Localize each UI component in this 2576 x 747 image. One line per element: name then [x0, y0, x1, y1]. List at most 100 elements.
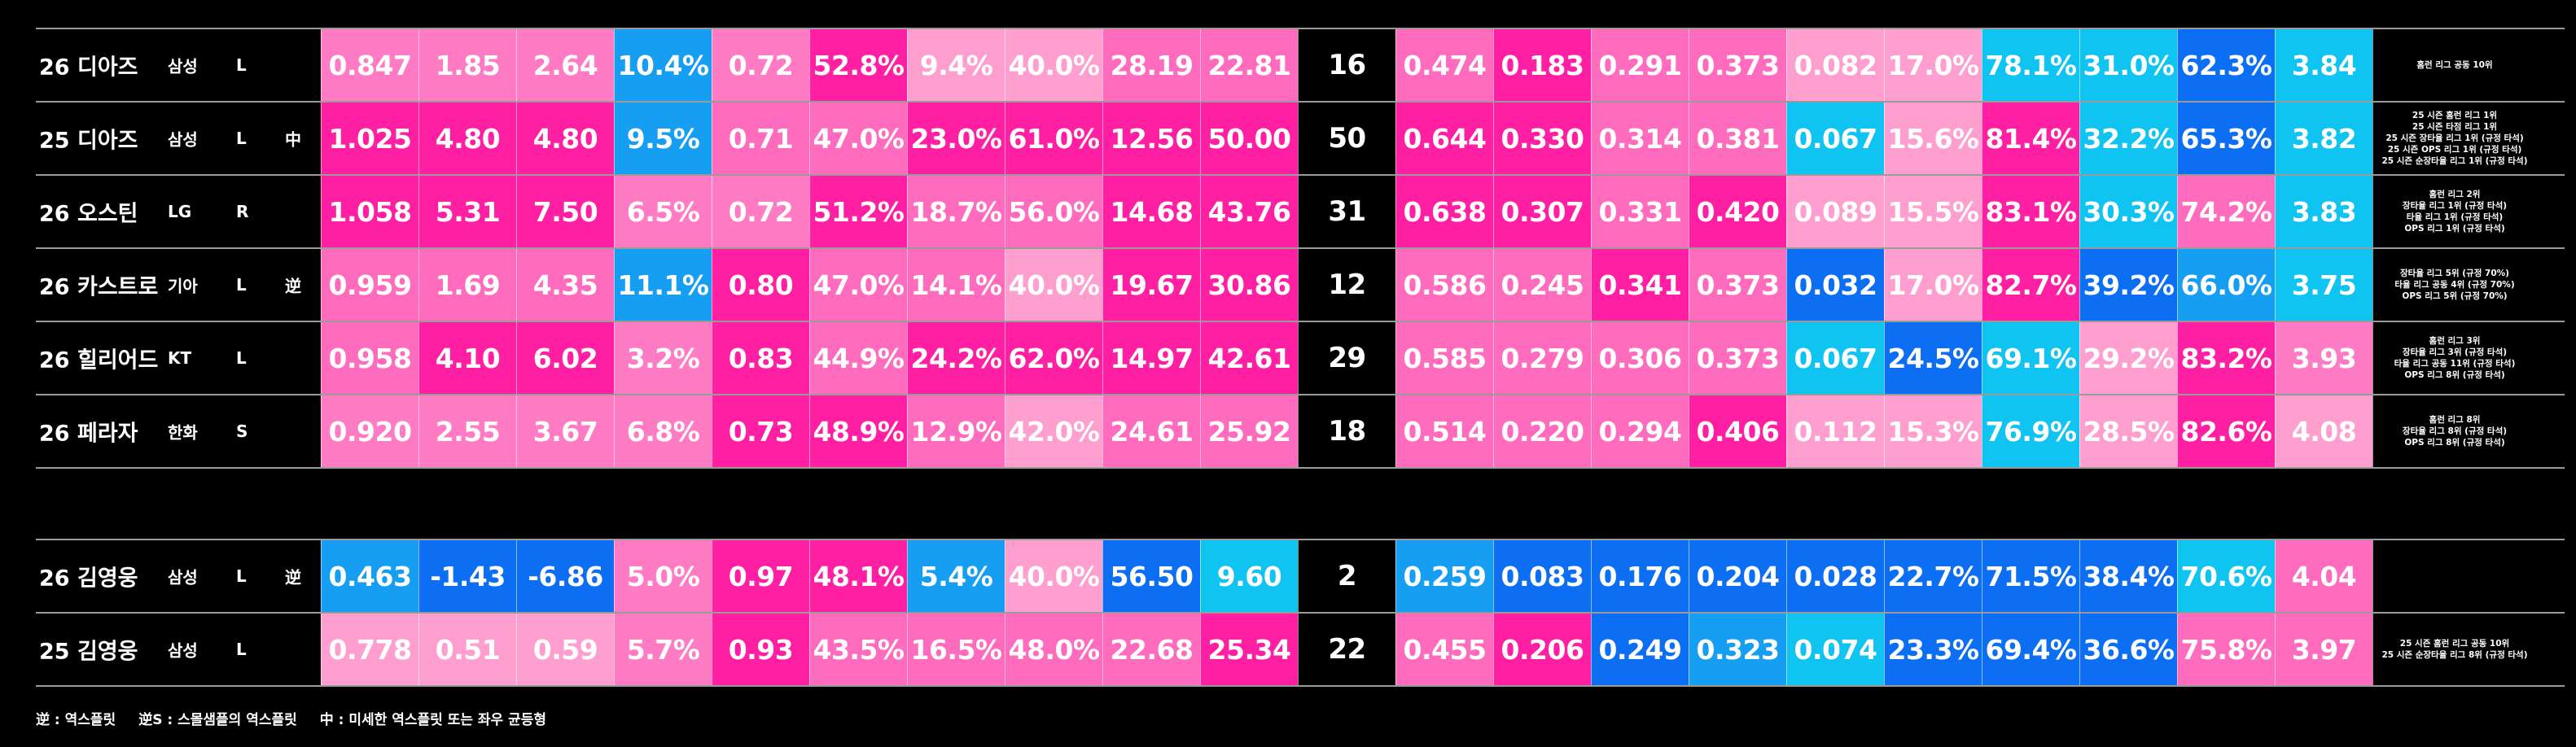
count-cell: 12 [1298, 249, 1395, 321]
team: LG [168, 202, 192, 221]
legend-item: 逆 : 역스플릿 [36, 712, 116, 728]
note-line: OPS 리그 1위 (규정 타석) [2404, 224, 2505, 234]
stat-cell: 83.1% [1982, 176, 2079, 247]
stat-cell: 0.958 [321, 322, 418, 394]
stat-cell: 9.4% [907, 29, 1005, 101]
stat-cell: 48.9% [809, 395, 907, 467]
stat-cell: 23.3% [1884, 614, 1982, 685]
stat-cell: 4.35 [516, 249, 614, 321]
stat-cell: 9.5% [614, 103, 712, 174]
split-flag: 逆 [285, 567, 301, 588]
stat-cell: 38.4% [2079, 540, 2177, 612]
stat-cell: 0.463 [321, 540, 418, 612]
count-cell: 31 [1298, 176, 1395, 247]
stat-cell: 3.67 [516, 395, 614, 467]
team: 삼성 [168, 129, 198, 150]
stat-cell: 43.5% [809, 614, 907, 685]
stat-cell: 52.8% [809, 29, 907, 101]
stat-cell: 66.0% [2177, 249, 2275, 321]
player-info: 26 페라자 한화 S [36, 395, 321, 467]
player-info: 26 오스틴 LG R [36, 176, 321, 247]
stat-cell: 10.4% [614, 29, 712, 101]
hand: L [236, 566, 247, 586]
hand: L [236, 348, 247, 368]
stat-cell: 0.847 [321, 29, 418, 101]
stat-cell: 32.2% [2079, 103, 2177, 174]
note-line: 장타율 리그 3위 (규정 타석) [2402, 347, 2508, 357]
stat-cell: 0.406 [1689, 395, 1786, 467]
stat-cell: 0.920 [321, 395, 418, 467]
stat-cell: 1.025 [321, 103, 418, 174]
stat-cell: 0.72 [712, 29, 809, 101]
stat-cell: 0.420 [1689, 176, 1786, 247]
hand: L [236, 640, 247, 659]
player-info: 26 카스트로 기아 L 逆 [36, 249, 321, 321]
note-line: 장타율 리그 8위 (규정 타석) [2402, 426, 2508, 436]
note-line: 홈런 리그 3위 [2429, 336, 2481, 346]
hand: L [236, 275, 247, 295]
note-line: 25 시즌 순장타율 리그 8위 (규정 타석) [2381, 650, 2528, 660]
stat-cell: 15.3% [1884, 395, 1982, 467]
stat-cell: 0.514 [1395, 395, 1493, 467]
note-line: OPS 리그 8위 (규정 타석) [2404, 438, 2505, 448]
stat-cell: 0.474 [1395, 29, 1493, 101]
player-name: 26 카스트로 [39, 274, 159, 300]
count-cell: 18 [1298, 395, 1395, 467]
stat-cell: 14.1% [907, 249, 1005, 321]
stat-cell: 40.0% [1005, 249, 1102, 321]
note-line: 25 시즌 순장타율 리그 1위 (규정 타석) [2381, 156, 2528, 166]
stat-cell: 56.0% [1005, 176, 1102, 247]
stat-cell: 28.5% [2079, 395, 2177, 467]
stat-cell: 47.0% [809, 249, 907, 321]
stat-cell: -6.86 [516, 540, 614, 612]
stat-cell: 0.83 [712, 322, 809, 394]
stat-cell: 1.69 [418, 249, 516, 321]
team: KT [168, 348, 192, 368]
hand: L [236, 129, 247, 148]
team: 삼성 [168, 640, 198, 661]
stat-cell: 0.249 [1591, 614, 1689, 685]
stat-cell: 74.2% [2177, 176, 2275, 247]
stat-cell: 0.032 [1786, 249, 1884, 321]
stat-cell: 4.80 [516, 103, 614, 174]
stat-cell: 14.97 [1102, 322, 1200, 394]
stat-cell: 0.381 [1689, 103, 1786, 174]
stat-cell: 3.84 [2275, 29, 2372, 101]
stat-cell: 44.9% [809, 322, 907, 394]
player-row: 26 오스틴 LG R 1.058 5.31 7.50 6.5% 0.72 51.2% 18.7%… [36, 176, 2565, 249]
stat-cell: 0.644 [1395, 103, 1493, 174]
stat-cell: 48.1% [809, 540, 907, 612]
note-line: 장타율 리그 5위 (규정 70%) [2400, 269, 2509, 278]
stat-cell: 6.5% [614, 176, 712, 247]
stat-cell: 14.68 [1102, 176, 1200, 247]
stat-cell: 0.71 [712, 103, 809, 174]
split-flag: 逆 [285, 276, 301, 296]
note-line: 홈런 리그 2위 [2429, 190, 2481, 199]
stat-cell: 29.2% [2079, 322, 2177, 394]
stat-cell: 0.331 [1591, 176, 1689, 247]
player-name: 26 김영웅 [39, 566, 138, 592]
stat-cell: 62.0% [1005, 322, 1102, 394]
notes: 25 시즌 홈런 리그 1위 25 시즌 타점 리그 1위 25 시즌 장타율 리그… [2372, 103, 2536, 174]
stat-cell: 81.4% [1982, 103, 2079, 174]
stat-cell: 0.089 [1786, 176, 1884, 247]
stat-cell: 69.1% [1982, 322, 2079, 394]
stat-cell: 82.6% [2177, 395, 2275, 467]
stat-cell: 0.373 [1689, 322, 1786, 394]
note-line: 홈런 리그 공동 10위 [2416, 60, 2493, 70]
stat-cell: 48.0% [1005, 614, 1102, 685]
stat-cell: 15.5% [1884, 176, 1982, 247]
team: 한화 [168, 422, 198, 443]
stat-cell: 40.0% [1005, 29, 1102, 101]
note-line: 장타율 리그 1위 (규정 타석) [2402, 201, 2508, 211]
stat-cell: 0.51 [418, 614, 516, 685]
stat-cell: 4.10 [418, 322, 516, 394]
stat-cell: 24.5% [1884, 322, 1982, 394]
stat-cell: 40.0% [1005, 540, 1102, 612]
stat-cell: 19.67 [1102, 249, 1200, 321]
stat-cell: 0.97 [712, 540, 809, 612]
notes: 장타율 리그 5위 (규정 70%) 타율 리그 공동 4위 (규정 70%) OP… [2372, 249, 2536, 321]
stat-cell: 61.0% [1005, 103, 1102, 174]
stat-cell: 70.6% [2177, 540, 2275, 612]
stat-cell: 0.455 [1395, 614, 1493, 685]
